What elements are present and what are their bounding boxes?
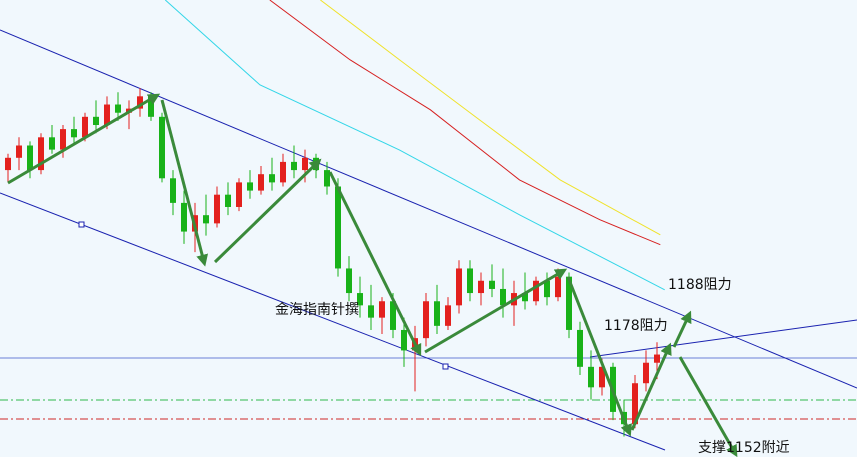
arrow — [630, 342, 672, 431]
candle-body — [280, 161, 286, 183]
candle-body — [27, 145, 33, 171]
candle-body — [632, 383, 638, 425]
candle-body — [544, 280, 550, 298]
candle-body — [148, 96, 154, 117]
arrow — [566, 276, 632, 437]
candle-body — [170, 178, 176, 203]
candle-body — [214, 194, 220, 224]
candle-body — [60, 129, 66, 150]
candle-body — [38, 137, 44, 171]
candle-body — [599, 366, 605, 388]
candle-body — [489, 280, 495, 289]
candle-body — [115, 104, 121, 113]
candle-body — [236, 182, 242, 207]
candle-body — [401, 329, 407, 351]
arrow — [7, 93, 161, 185]
candle-body — [555, 276, 561, 298]
candle-body — [247, 182, 253, 191]
arrow — [213, 158, 322, 264]
channel-line — [0, 29, 857, 389]
annotation: 支撑1152附近 — [698, 440, 790, 456]
average-line — [269, 0, 661, 246]
candle-body — [104, 104, 110, 126]
candle-body — [522, 293, 528, 302]
candle-body — [49, 137, 55, 150]
candle-body — [379, 301, 385, 318]
candle-body — [5, 157, 11, 171]
candle-body — [225, 194, 231, 207]
candle-body — [137, 96, 143, 109]
candle-body — [456, 268, 462, 306]
candle-body — [654, 354, 660, 363]
arrows — [7, 93, 738, 457]
trend-line — [589, 319, 857, 358]
candle-body — [368, 305, 374, 318]
candle-body — [335, 186, 341, 269]
candle-body — [478, 280, 484, 294]
candle-body — [467, 268, 473, 294]
candle-body — [346, 268, 352, 294]
candle-body — [269, 174, 275, 183]
candle-body — [302, 157, 308, 171]
candle-body — [588, 366, 594, 388]
candle-body — [445, 305, 451, 326]
candle-body — [324, 170, 330, 187]
candle-body — [434, 301, 440, 326]
arrow — [424, 268, 568, 354]
candle-body — [82, 116, 88, 138]
anchor — [78, 221, 85, 228]
candle-body — [577, 329, 583, 367]
candle-body — [423, 301, 429, 339]
candle-body — [500, 288, 506, 306]
candle-body — [93, 116, 99, 126]
guides — [0, 29, 857, 451]
channel-line — [0, 192, 666, 451]
average-line — [164, 0, 665, 291]
candle-body — [390, 301, 396, 330]
candle-body — [258, 174, 264, 191]
candle-body — [16, 145, 22, 158]
candle-body — [181, 202, 187, 232]
candle-body — [643, 362, 649, 384]
candle-body — [357, 293, 363, 306]
candle-body — [566, 276, 572, 330]
candle-body — [71, 129, 77, 138]
average-line — [320, 0, 661, 236]
annotation: 1188阻力 — [668, 277, 732, 293]
candle-body — [203, 215, 209, 224]
candle-body — [533, 280, 539, 302]
candle-body — [159, 116, 165, 179]
arrow — [678, 356, 738, 457]
anchor — [442, 363, 449, 370]
candle-body — [291, 161, 297, 171]
arrow — [328, 171, 422, 357]
arrow — [160, 99, 209, 267]
annotation: 金海指南针撰 — [275, 302, 359, 318]
arrow — [672, 310, 692, 348]
annotation: 1178阻力 — [604, 318, 668, 334]
